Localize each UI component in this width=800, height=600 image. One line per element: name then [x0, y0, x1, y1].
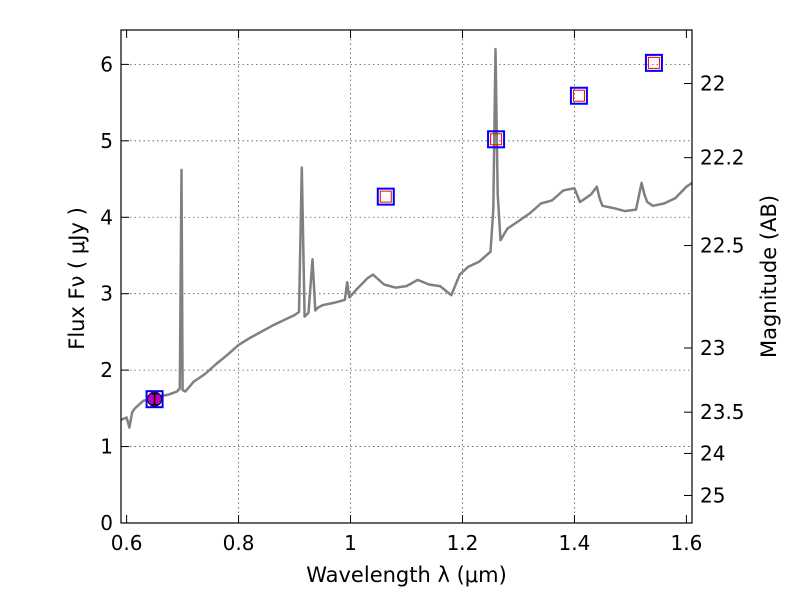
y-tick-label: 6: [100, 52, 113, 76]
axis-ticks: 0.6 0.8 1 1.2 1.4 1.601234562222.222.52323.52…: [100, 30, 745, 555]
plot-frame: [120, 29, 693, 524]
y-tick-label: 1: [100, 435, 113, 459]
grid: [121, 30, 692, 523]
right-tick-label: 22.2: [700, 146, 745, 170]
right-tick-label: 23.5: [700, 400, 745, 424]
y-tick-label: 4: [100, 205, 113, 229]
band-square-outer: [644, 53, 663, 72]
band-square-outer: [487, 130, 506, 149]
photometry-point: [376, 187, 395, 206]
photometry-point: [487, 130, 506, 149]
x-tick-label: 1.6: [670, 531, 702, 555]
right-tick-label: 25: [700, 483, 725, 507]
band-square-outer: [376, 187, 395, 206]
x-tick-label: 1.2: [447, 531, 479, 555]
right-tick-label: 22: [700, 72, 725, 96]
x-tick-label: 0.6: [111, 531, 143, 555]
right-tick-label: 22.5: [700, 234, 745, 258]
photometry-point: [644, 53, 663, 72]
band-square-inner: [379, 190, 392, 203]
x-tick-label: 0.8: [223, 531, 255, 555]
band-square-inner: [572, 89, 585, 102]
y-axis-label: Flux Fν ( μJy ): [65, 207, 89, 350]
spectrum-line: [120, 47, 693, 429]
band-square-inner: [647, 56, 660, 69]
band-square-inner: [490, 133, 503, 146]
band-square-outer: [569, 86, 588, 105]
spectrum-series: [120, 47, 693, 429]
x-axis-label: Wavelength λ (μm): [306, 563, 507, 587]
y-tick-label: 5: [100, 129, 113, 153]
photometry-point: [145, 390, 164, 409]
right-axis-label: Magnitude (AB): [757, 195, 781, 358]
band-square-outer: [145, 390, 164, 409]
right-tick-label: 23: [700, 336, 725, 360]
x-tick-label: 1: [344, 531, 357, 555]
photometry-point: [569, 86, 588, 105]
y-tick-label: 2: [100, 358, 113, 382]
right-tick-label: 24: [700, 441, 725, 465]
photometry-series: [145, 53, 663, 409]
y-tick-label: 3: [100, 282, 113, 306]
x-tick-label: 1.4: [559, 531, 591, 555]
y-tick-label: 0: [100, 511, 113, 535]
